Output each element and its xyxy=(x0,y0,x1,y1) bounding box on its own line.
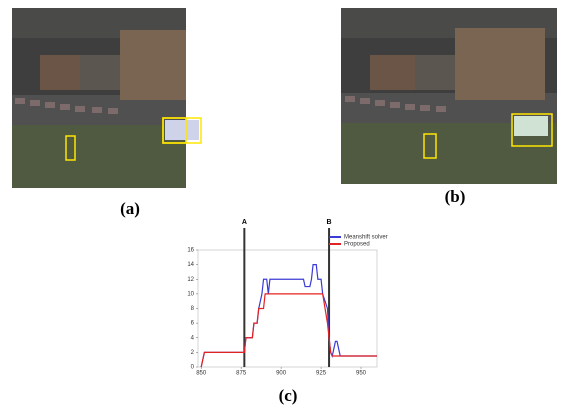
x-tick-label: 900 xyxy=(276,371,287,377)
annotation-label: A xyxy=(242,219,247,226)
legend-label: Proposed xyxy=(344,242,370,248)
x-tick-label: 875 xyxy=(236,371,247,377)
annotation-label: B xyxy=(327,219,332,226)
y-tick-label: 12 xyxy=(187,277,194,283)
figure: (a) (b) (c) 0 2 4 6 8 10 12 14 16 850 875 900 925 950… xyxy=(0,0,579,409)
panel-label: (b) xyxy=(445,187,466,206)
legend-label: Meanshift solver xyxy=(344,235,388,241)
x-tick-label: 950 xyxy=(356,371,367,377)
photo-a xyxy=(12,8,201,188)
y-tick-label: 14 xyxy=(187,262,194,268)
y-tick-label: 4 xyxy=(191,335,195,341)
chart: 0 2 4 6 8 10 12 14 16 850 875 900 925 950 A B Meanshift … xyxy=(187,219,387,377)
photo-b xyxy=(341,8,557,184)
x-tick-label: 925 xyxy=(316,371,327,377)
panel-label: (a) xyxy=(120,199,140,218)
y-tick-label: 16 xyxy=(187,248,194,254)
x-tick-label: 850 xyxy=(196,371,207,377)
y-tick-label: 6 xyxy=(191,321,195,327)
y-tick-label: 10 xyxy=(187,291,194,297)
y-tick-label: 2 xyxy=(191,350,195,356)
panel-label: (c) xyxy=(279,386,298,405)
y-tick-label: 8 xyxy=(191,306,195,312)
plot-frame xyxy=(198,250,377,367)
y-tick-label: 0 xyxy=(191,365,195,371)
